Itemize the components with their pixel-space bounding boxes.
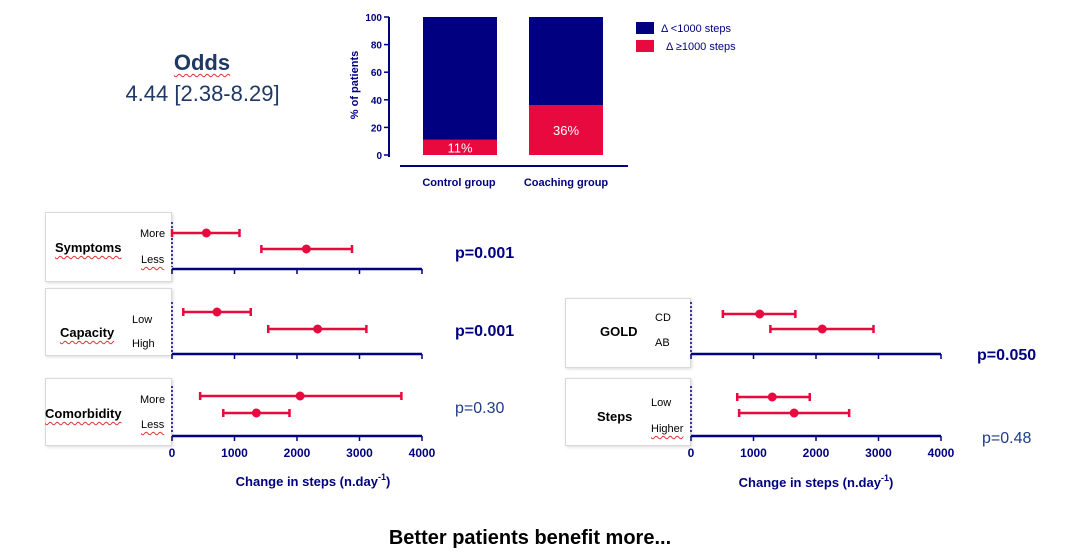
legend-swatch-lt1000: [636, 22, 654, 34]
capacity-low-point: [212, 307, 222, 317]
bar-y-tick-label-60: 60: [371, 68, 383, 79]
symptoms-cat-more: More: [140, 228, 166, 240]
comorbidity-cat-more: More: [140, 394, 166, 406]
gold-title: GOLD: [600, 324, 638, 339]
bar-y-tick-label-100: 100: [365, 13, 382, 24]
steps-low-point: [767, 392, 777, 402]
bar-coaching-ge1000: [529, 105, 603, 155]
footer-caption: Better patients benefit more...: [388, 527, 672, 549]
symptoms-title: Symptoms: [55, 240, 122, 255]
steps-x-tick-label-1000: 1000: [740, 446, 767, 460]
steps-cat-low: Low: [651, 397, 672, 409]
comorbidity-title: Comorbidity: [45, 406, 122, 421]
symptoms-forest-plot: [170, 222, 423, 274]
comorbidity-x-tick-label-1000: 1000: [221, 446, 248, 460]
odds-title: Odds: [173, 50, 231, 75]
gold-cat-cd: CD: [655, 312, 671, 324]
legend-label-ge1000: Δ ≥1000 steps: [666, 41, 736, 53]
symptoms-less-point: [301, 244, 311, 254]
steps-x-tick-label-2000: 2000: [803, 446, 830, 460]
gold-forest-plot: [690, 302, 942, 359]
gold-cd-point: [755, 309, 765, 319]
steps-higher-point: [789, 408, 799, 418]
bar-data-label-coaching: 36%: [553, 123, 579, 138]
symptoms-pvalue: p=0.001: [455, 245, 515, 262]
bar-data-label-control: 11%: [447, 140, 472, 155]
bar-x-tick-control: Control group: [422, 177, 496, 189]
steps-cat-higher: Higher: [651, 423, 684, 435]
steps-label-box: [565, 378, 691, 446]
capacity-title: Capacity: [60, 325, 115, 340]
gold-label-box: [565, 298, 691, 368]
symptoms-cat-less: Less: [141, 254, 165, 266]
bar-control-lt1000: [423, 17, 497, 140]
gold-pvalue: p=0.050: [977, 347, 1037, 364]
capacity-pvalue: p=0.001: [455, 323, 515, 340]
bar-y-tick-label-20: 20: [371, 123, 383, 134]
comorbidity-less-point: [251, 408, 261, 418]
comorbidity-x-tick-label-3000: 3000: [346, 446, 373, 460]
steps-pvalue: p=0.48: [982, 430, 1032, 447]
capacity-high-point: [313, 324, 323, 334]
right-x-axis-label: Change in steps (n.day-1): [739, 473, 894, 490]
comorbidity-x-tick-label-2000: 2000: [284, 446, 311, 460]
stacked-bar-chart: % of patients 0 20 40 60 80 100 11% 36% Contro…: [349, 13, 736, 189]
gold-cat-ab: AB: [655, 337, 670, 349]
symptoms-more-point: [201, 228, 211, 238]
legend-swatch-ge1000: [636, 40, 654, 52]
bar-y-tick-label-40: 40: [371, 96, 383, 107]
comorbidity-more-point: [295, 391, 305, 401]
bar-y-tick-label-80: 80: [371, 41, 383, 52]
comorbidity-forest-plot: 0 1000 2000 3000 4000: [169, 386, 436, 460]
bar-x-tick-coaching: Coaching group: [524, 177, 609, 189]
comorbidity-x-tick-label-0: 0: [169, 446, 176, 460]
steps-x-tick-label-3000: 3000: [865, 446, 892, 460]
left-x-axis-label: Change in steps (n.day-1): [236, 472, 391, 489]
steps-x-tick-label-0: 0: [688, 446, 695, 460]
comorbidity-pvalue: p=0.30: [455, 400, 505, 417]
bar-coaching-lt1000: [529, 17, 603, 106]
symptoms-label-box: [45, 212, 172, 282]
capacity-forest-plot: [171, 302, 423, 359]
steps-title: Steps: [597, 409, 633, 424]
capacity-cat-low: Low: [132, 314, 153, 326]
odds-value: 4.44 [2.38-8.29]: [125, 81, 280, 106]
bar-control-ge1000: [423, 139, 497, 155]
bar-y-axis-label: % of patients: [349, 51, 361, 119]
steps-forest-plot: 0 1000 2000 3000 4000: [688, 386, 955, 460]
capacity-cat-high: High: [132, 338, 155, 350]
steps-x-tick-label-4000: 4000: [928, 446, 955, 460]
bar-y-tick-label-0: 0: [376, 151, 382, 162]
legend-label-lt1000: Δ <1000 steps: [661, 23, 732, 35]
comorbidity-cat-less: Less: [141, 419, 165, 431]
comorbidity-x-tick-label-4000: 4000: [409, 446, 436, 460]
gold-ab-point: [817, 324, 827, 334]
